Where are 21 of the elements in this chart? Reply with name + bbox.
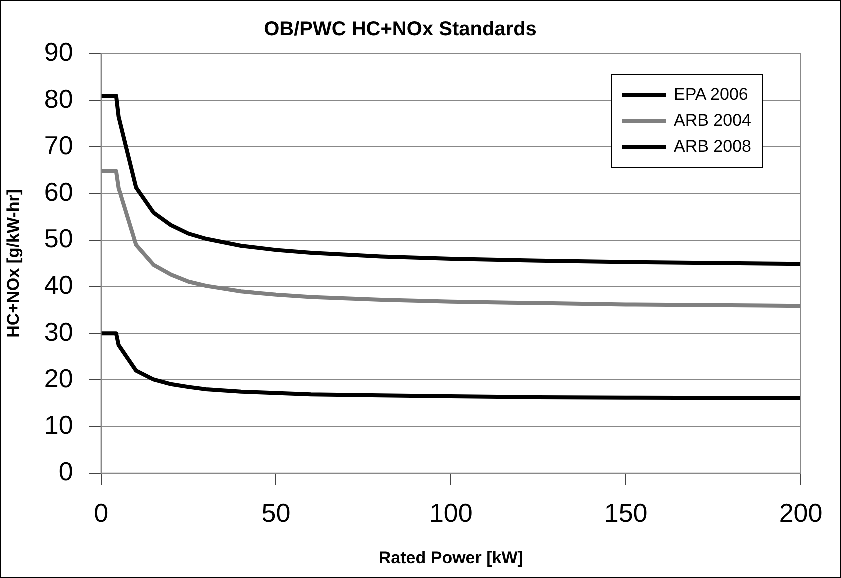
x-tick-label: 0 [94, 498, 109, 528]
x-axis-title: Rated Power [kW] [378, 548, 524, 568]
y-tick-label: 40 [44, 270, 74, 300]
legend-label: EPA 2006 [674, 85, 748, 105]
x-tick-label: 100 [429, 498, 473, 528]
y-tick-label: 80 [44, 84, 74, 114]
legend-label: ARB 2008 [674, 137, 752, 157]
y-tick-label: 0 [58, 456, 74, 487]
y-tick-label: 60 [44, 176, 74, 207]
legend-label: ARB 2004 [674, 111, 752, 131]
x-tick-label: 50 [262, 498, 291, 528]
x-tick-label: 150 [604, 498, 648, 528]
y-tick-label: 50 [44, 224, 74, 254]
x-tick-label: 200 [779, 498, 823, 528]
y-axis-title: HC+NOx [g/kW-hr] [4, 189, 23, 338]
y-tick-label: 30 [44, 316, 74, 347]
y-tick-label: 90 [44, 37, 74, 68]
chart-title: OB/PWC HC+NOx Standards [264, 18, 537, 41]
y-tick-label: 10 [44, 410, 74, 440]
y-tick-label: 70 [44, 130, 74, 160]
y-tick-label: 20 [44, 363, 74, 394]
